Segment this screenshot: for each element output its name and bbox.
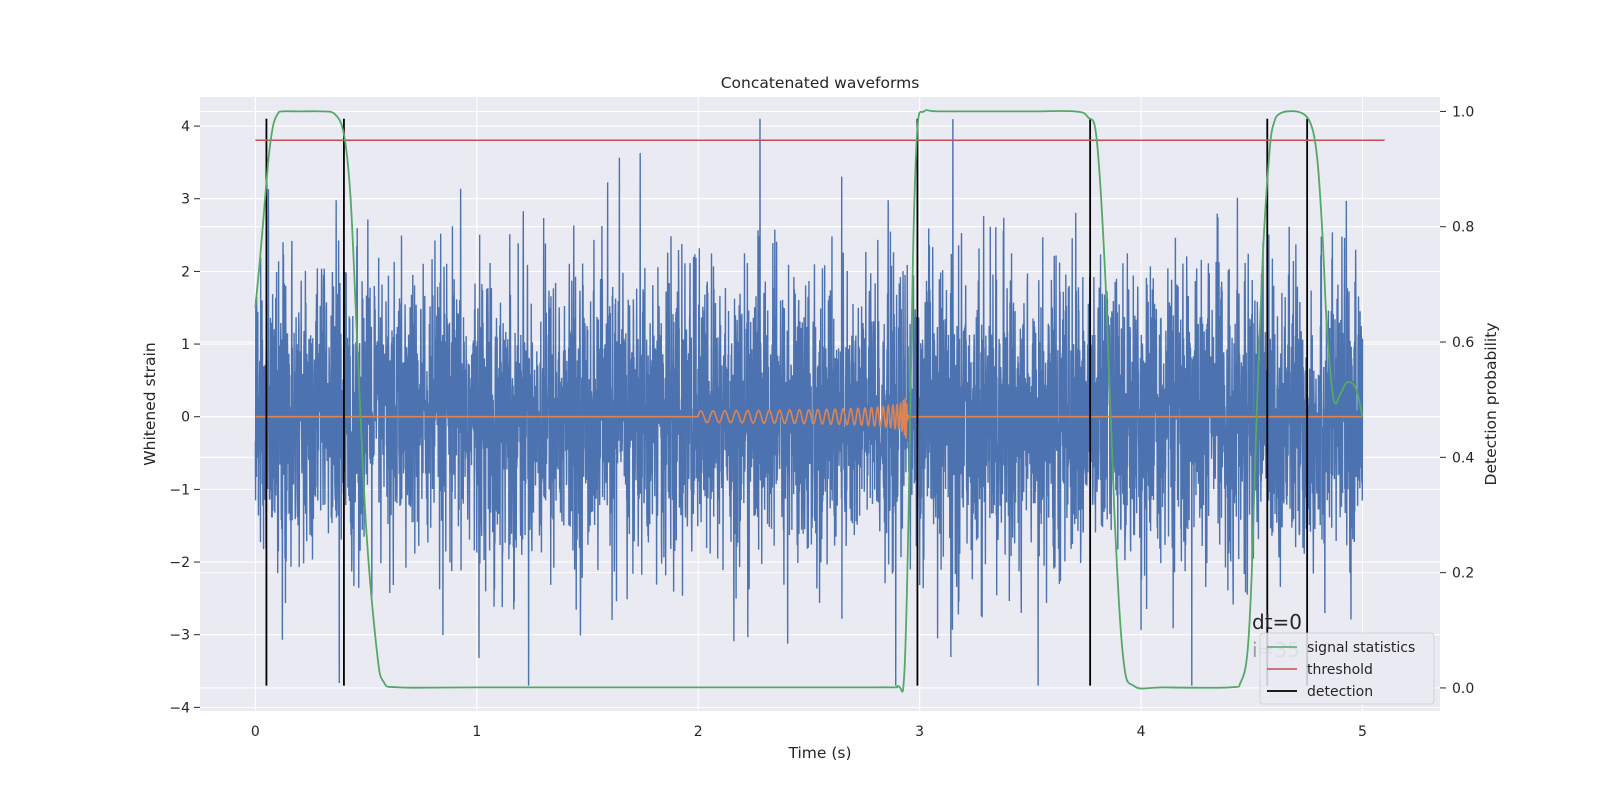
x-tick-label: 1: [472, 724, 481, 740]
right-y-tick-label: 0.8: [1452, 220, 1474, 236]
chart-legend: signal statistics threshold detection: [1259, 632, 1435, 705]
axis-ticks: 0 1 2 3 4 5 −4 −3 −2 −1 0 1 2 3 4 0.0 0.2 0.4 0.6 0.8 1.0: [169, 104, 1474, 740]
chirp-series-line: [255, 397, 1363, 439]
x-tick-label: 3: [915, 724, 924, 740]
legend-frame: [1259, 632, 1435, 705]
x-tick-label: 4: [1137, 724, 1146, 740]
annotation-dt: dt=0: [1252, 610, 1302, 634]
right-y-tick-label: 0.0: [1452, 681, 1474, 697]
y-tick-label: 4: [181, 119, 190, 135]
data-layer: [254, 109, 1385, 693]
legend-label-threshold: threshold: [1307, 662, 1373, 678]
chart-title: Concatenated waveforms: [721, 74, 920, 92]
y-tick-label: −1: [169, 482, 190, 498]
y-tick-label: 3: [181, 192, 190, 208]
legend-label-detection: detection: [1307, 684, 1373, 700]
y-tick-label: 0: [181, 410, 190, 426]
right-y-axis-label: Detection probability: [1482, 323, 1500, 486]
y-tick-label: −4: [169, 700, 190, 716]
right-y-tick-label: 0.6: [1452, 335, 1474, 351]
right-y-tick-label: 0.4: [1452, 450, 1474, 466]
y-tick-label: −3: [169, 628, 190, 644]
noise-series-line: [254, 118, 1364, 686]
right-y-tick-label: 0.2: [1452, 566, 1474, 582]
y-axis-label: Whitened strain: [141, 342, 159, 465]
x-tick-label: 0: [251, 724, 260, 740]
y-tick-label: −2: [169, 555, 190, 571]
x-tick-label: 5: [1358, 724, 1367, 740]
right-y-tick-label: 1.0: [1452, 104, 1474, 120]
y-tick-label: 2: [181, 264, 190, 280]
probability-series-line: [254, 109, 1364, 693]
x-axis-label: Time (s): [787, 744, 851, 762]
x-tick-label: 2: [694, 724, 703, 740]
legend-label-signal-statistics: signal statistics: [1307, 640, 1415, 656]
y-tick-label: 1: [181, 337, 190, 353]
